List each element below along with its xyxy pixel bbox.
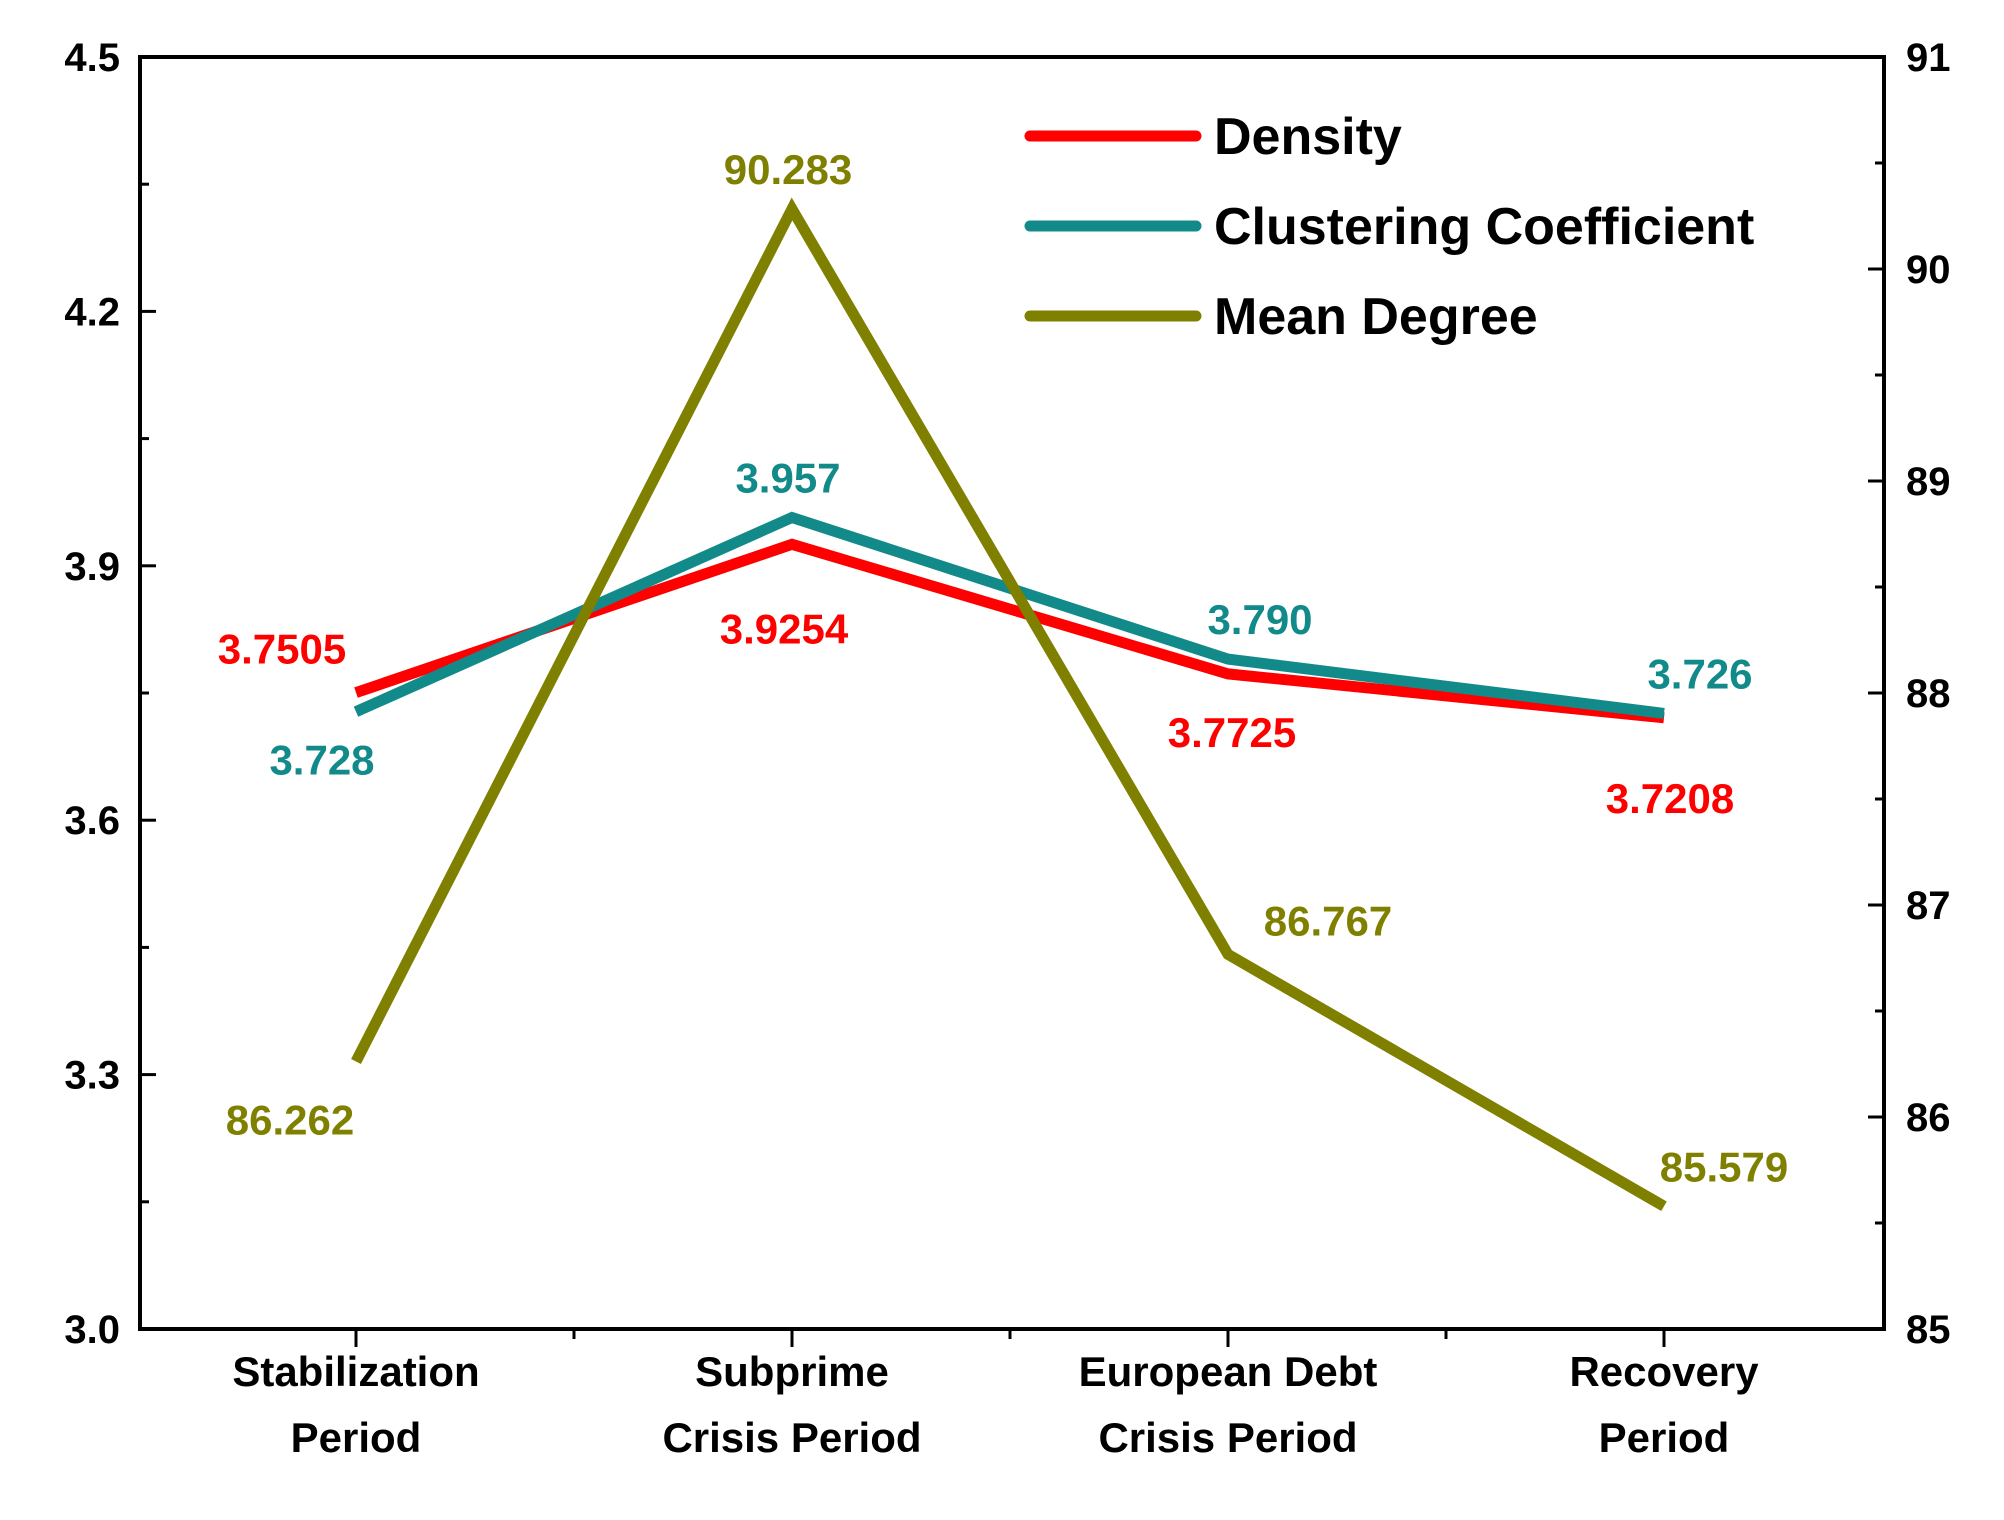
x-category-label: Crisis Period <box>662 1414 921 1461</box>
legend-label-density: Density <box>1214 108 1402 166</box>
mean-degree-data-label: 85.579 <box>1660 1143 1788 1190</box>
right-tick-label: 85 <box>1906 1308 1951 1352</box>
x-category-label: European Debt <box>1079 1348 1378 1395</box>
density-data-label: 3.9254 <box>720 605 849 652</box>
right-tick-label: 88 <box>1906 672 1951 716</box>
legend-label-mean-degree: Mean Degree <box>1214 288 1538 346</box>
x-category-label: Crisis Period <box>1098 1414 1357 1461</box>
right-tick-label: 86 <box>1906 1096 1951 1140</box>
mean-degree-line <box>351 197 1667 1212</box>
right-tick-label: 87 <box>1906 884 1951 928</box>
legend-label-clustering-coefficient: Clustering Coefficient <box>1214 198 1754 256</box>
x-category-label: Period <box>291 1414 422 1461</box>
mean-degree-data-label: 86.262 <box>226 1097 354 1144</box>
x-category-label: Period <box>1599 1414 1730 1461</box>
density-data-label: 3.7208 <box>1606 775 1734 822</box>
density-data-label: 3.7505 <box>218 626 346 673</box>
left-tick-label: 3.0 <box>64 1308 120 1352</box>
mean-degree-data-label: 86.767 <box>1264 897 1392 944</box>
right-tick-label: 90 <box>1906 248 1951 292</box>
right-tick-label: 91 <box>1906 36 1951 80</box>
left-tick-label: 4.5 <box>64 36 120 80</box>
clustering-coefficient-data-label: 3.726 <box>1647 650 1752 697</box>
clustering-coefficient-data-label: 3.728 <box>269 737 374 784</box>
x-category-label: Recovery <box>1569 1348 1759 1395</box>
left-tick-label: 4.2 <box>64 290 120 334</box>
x-category-label: Stabilization <box>232 1348 479 1395</box>
clustering-coefficient-data-label: 3.790 <box>1207 596 1312 643</box>
mean-degree-data-label: 90.283 <box>724 146 852 193</box>
right-tick-label: 89 <box>1906 460 1951 504</box>
left-tick-label: 3.6 <box>64 799 120 843</box>
left-tick-label: 3.3 <box>64 1054 120 1098</box>
left-tick-label: 3.9 <box>64 545 120 589</box>
x-category-label: Subprime <box>695 1348 889 1395</box>
density-data-label: 3.7725 <box>1168 709 1296 756</box>
clustering-coefficient-data-label: 3.957 <box>735 455 840 502</box>
